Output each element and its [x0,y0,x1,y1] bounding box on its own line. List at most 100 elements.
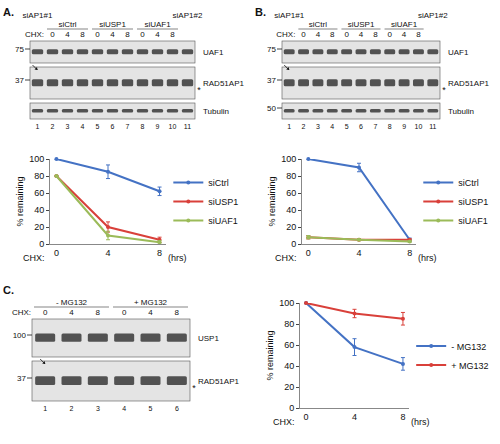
svg-text:+ MG132: + MG132 [451,361,488,371]
svg-text:8: 8 [407,248,412,258]
svg-text:UAF1: UAF1 [203,48,224,57]
svg-text:7: 7 [126,123,130,130]
svg-text:4: 4 [105,248,110,258]
svg-text:siUSP1: siUSP1 [208,197,238,207]
svg-text:(hrs): (hrs) [418,253,437,263]
svg-text:37: 37 [267,76,276,85]
svg-text:siCtrl: siCtrl [458,178,479,188]
svg-text:8: 8 [388,123,392,130]
svg-text:80: 80 [34,171,44,181]
svg-text:0: 0 [43,308,48,317]
svg-text:(hrs): (hrs) [168,253,187,263]
svg-text:0: 0 [301,30,306,39]
svg-text:8: 8 [157,248,162,258]
svg-text:*: * [192,383,196,393]
svg-text:CHX:: CHX: [25,30,44,39]
svg-text:4: 4 [122,405,126,412]
svg-text:2: 2 [51,123,55,130]
svg-text:% remaining: % remaining [267,176,277,226]
svg-text:6: 6 [175,405,179,412]
svg-text:*: * [442,85,446,95]
svg-text:4: 4 [359,30,364,39]
svg-text:0: 0 [54,248,59,258]
svg-text:10: 10 [169,123,177,130]
svg-text:4: 4 [352,412,357,422]
svg-text:1: 1 [287,123,291,130]
svg-text:75: 75 [15,45,24,54]
svg-text:11: 11 [429,123,436,130]
svg-text:0: 0 [39,239,44,249]
svg-text:40: 40 [284,361,294,371]
svg-text:20: 20 [34,222,44,232]
svg-text:5: 5 [345,123,349,130]
svg-text:CHX:: CHX: [273,417,295,427]
svg-text:100: 100 [279,298,294,308]
svg-text:60: 60 [34,188,44,198]
svg-text:20: 20 [286,222,296,232]
svg-text:RAD51AP1: RAD51AP1 [198,377,239,386]
svg-text:B.: B. [255,6,266,18]
svg-text:8: 8 [373,30,378,39]
svg-text:2: 2 [70,405,74,412]
svg-text:60: 60 [284,340,294,350]
svg-text:3: 3 [316,123,320,130]
svg-text:siAP1#2: siAP1#2 [173,11,203,20]
svg-text:9: 9 [156,123,160,130]
svg-text:20: 20 [284,382,294,392]
svg-text:8: 8 [330,30,335,39]
svg-text:0: 0 [50,30,55,39]
svg-text:0: 0 [291,239,296,249]
svg-text:8: 8 [141,123,145,130]
svg-text:37: 37 [15,76,24,85]
svg-text:4: 4 [148,308,153,317]
svg-text:siUSP1: siUSP1 [458,197,488,207]
svg-text:100: 100 [29,154,44,164]
svg-text:Tubulin: Tubulin [203,107,229,116]
svg-text:siAP1#2: siAP1#2 [418,11,448,20]
svg-text:4: 4 [81,123,85,130]
svg-text:4: 4 [402,30,407,39]
svg-text:siUAF1: siUAF1 [391,20,418,29]
svg-text:CHX:: CHX: [23,253,45,263]
svg-text:100: 100 [13,331,27,340]
svg-text:2: 2 [302,123,306,130]
svg-text:4: 4 [65,30,70,39]
svg-text:0: 0 [304,412,309,422]
svg-text:4: 4 [330,123,334,130]
svg-text:3: 3 [66,123,70,130]
svg-text:0: 0 [289,403,294,413]
svg-text:8: 8 [80,30,85,39]
svg-text:100: 100 [281,154,296,164]
svg-text:siAP1#1: siAP1#1 [274,11,304,20]
svg-text:4: 4 [69,308,74,317]
svg-text:% remaining: % remaining [15,176,25,226]
svg-text:Tubulin: Tubulin [448,107,474,116]
svg-text:80: 80 [284,319,294,329]
svg-text:8: 8 [416,30,421,39]
svg-text:RAD51AP1: RAD51AP1 [203,79,244,88]
svg-text:4: 4 [155,30,160,39]
svg-text:40: 40 [34,205,44,215]
svg-text:- MG132: - MG132 [451,342,486,352]
svg-text:4: 4 [316,30,321,39]
svg-text:siCtrl: siCtrl [309,20,327,29]
svg-text:9: 9 [402,123,406,130]
svg-text:CHX:: CHX: [275,253,297,263]
svg-text:% remaining: % remaining [265,330,275,380]
svg-text:- MG132: - MG132 [56,298,88,307]
svg-text:USP1: USP1 [198,334,219,343]
svg-text:8: 8 [96,308,101,317]
svg-text:40: 40 [286,205,296,215]
svg-text:siCtrl: siCtrl [58,20,76,29]
svg-text:siUAF1: siUAF1 [144,20,171,29]
svg-text:UAF1: UAF1 [448,48,469,57]
svg-text:5: 5 [149,405,153,412]
svg-text:6: 6 [111,123,115,130]
svg-text:siCtrl: siCtrl [208,178,229,188]
svg-text:3: 3 [96,405,100,412]
svg-text:10: 10 [415,123,423,130]
svg-text:0: 0 [122,308,127,317]
svg-text:RAD51AP1: RAD51AP1 [448,79,489,88]
svg-text:0: 0 [388,30,393,39]
svg-text:siUAF1: siUAF1 [458,216,488,226]
